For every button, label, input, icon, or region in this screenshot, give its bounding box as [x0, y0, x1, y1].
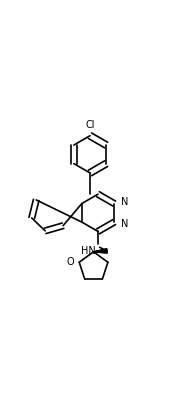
Polygon shape [94, 249, 107, 253]
Text: N: N [121, 197, 129, 207]
Text: Cl: Cl [85, 120, 95, 129]
Text: O: O [66, 257, 74, 267]
Text: HN: HN [82, 247, 96, 256]
Text: N: N [121, 219, 129, 229]
